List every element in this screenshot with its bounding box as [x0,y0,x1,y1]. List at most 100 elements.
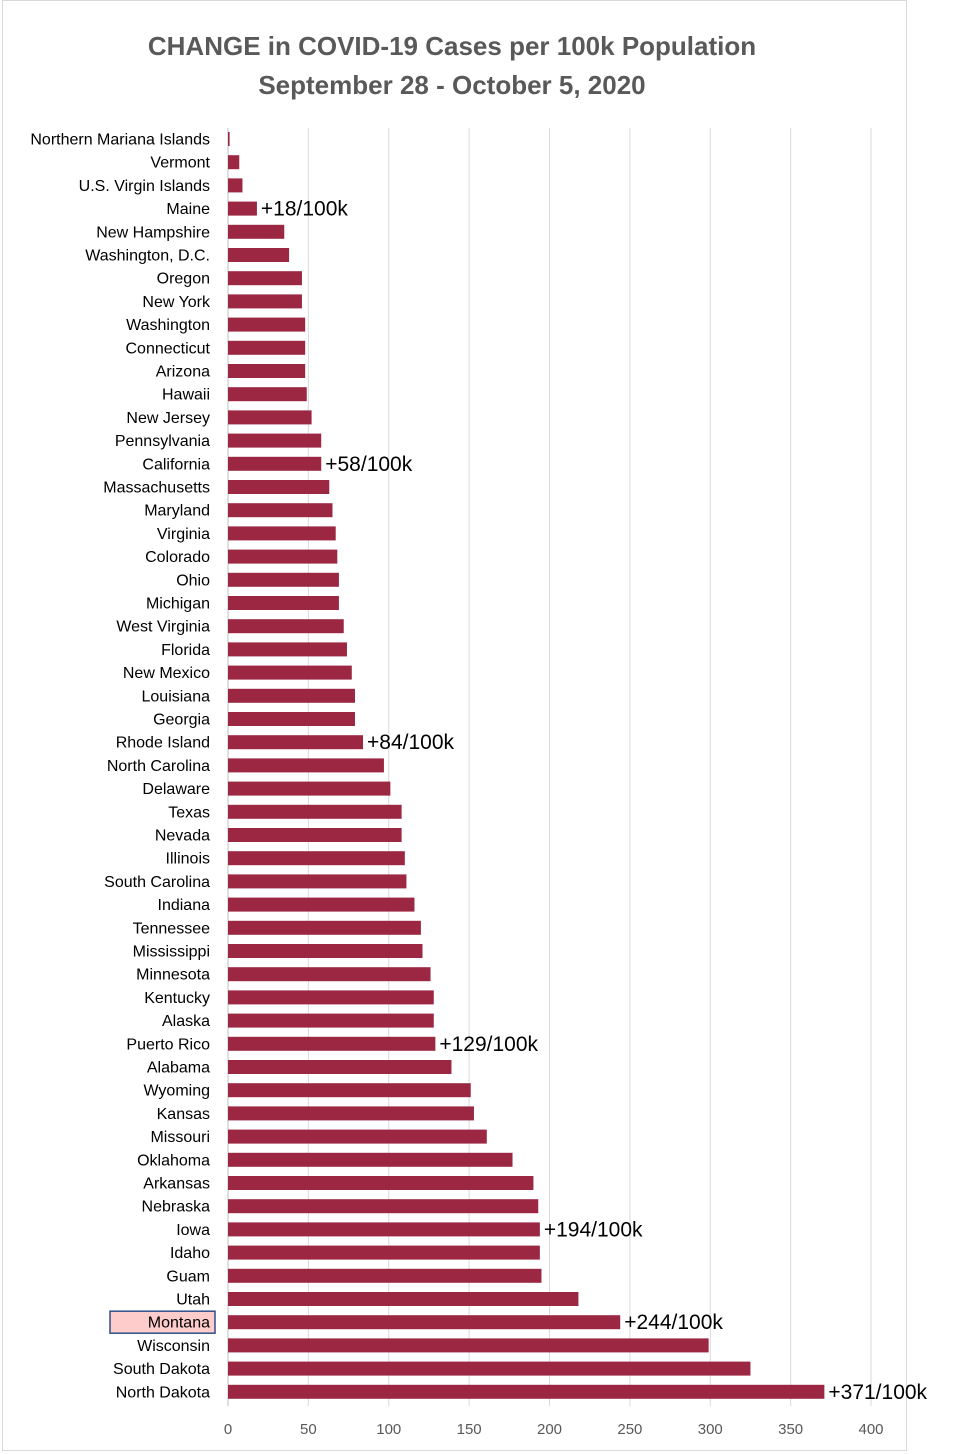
bar [228,1036,436,1051]
data-labels: +18/100k +58/100k +84/100k +129/100k +194/10… [261,198,928,1404]
category-label: Rhode Island [116,735,210,752]
bar [228,271,302,286]
category-label: Vermont [150,155,210,172]
bar [228,990,434,1005]
bar [228,132,230,146]
bar [228,758,384,773]
category-label: West Virginia [116,619,210,636]
bar [228,387,307,402]
bar [228,1060,452,1074]
category-label: New Mexico [123,665,210,682]
bar [228,224,285,239]
category-label: Washington [126,317,210,334]
data-label: +18/100k [261,198,348,221]
bar [228,665,352,680]
bar [228,1245,540,1260]
category-label: Indiana [158,897,211,914]
x-tick-label: 400 [858,1421,883,1438]
category-label: North Dakota [116,1384,210,1401]
data-label: +58/100k [325,453,412,476]
chart-subtitle: September 28 - October 5, 2020 [258,70,645,100]
category-label: Oregon [157,271,210,288]
category-label: Kentucky [144,990,210,1007]
bar [228,944,423,958]
bar [228,1176,534,1190]
category-label: Illinois [166,851,210,868]
bar [228,596,339,610]
category-label: New Hampshire [96,224,210,241]
category-label: Idaho [170,1245,210,1262]
category-label: Northern Mariana Islands [30,132,210,149]
bar [228,688,355,703]
bar [228,1106,474,1121]
bar [228,433,322,448]
category-label: Tennessee [133,920,210,937]
category-label: North Carolina [107,758,210,775]
bar [228,804,402,819]
bar [228,712,355,726]
bar [228,340,306,355]
highlight-layer [109,1310,216,1334]
bar [228,642,347,657]
data-label: +194/100k [544,1218,643,1241]
category-label: Missouri [150,1129,210,1146]
category-label: California [142,456,210,473]
bar [228,1361,751,1376]
bar [228,920,421,935]
category-label: Colorado [145,549,210,566]
category-label: Kansas [157,1106,210,1123]
bar [228,201,257,216]
bar [228,1152,513,1167]
category-label: Pennsylvania [115,433,210,450]
bar [228,1268,542,1283]
x-tick-labels: 0 50 100 150 200 250 300 350 400 [224,1421,884,1438]
bar [228,897,415,912]
category-label: Montana [148,1315,210,1332]
category-label: Massachusetts [103,480,210,497]
x-tick-label: 300 [698,1421,723,1438]
x-tick-label: 350 [778,1421,803,1438]
category-label: Utah [176,1292,210,1309]
bar [228,1083,471,1098]
category-label: Delaware [142,781,210,798]
bar [228,1384,825,1399]
bar [228,874,407,889]
category-labels: Northern Mariana Islands Vermont U.S. Virg… [30,132,211,1402]
bar [228,364,306,378]
bar [228,178,243,193]
bar [228,828,402,842]
category-label: Michigan [146,596,210,613]
category-label: Alabama [147,1060,210,1077]
category-label: Arizona [156,364,210,381]
bar [228,503,333,518]
bar [228,410,312,425]
category-label: Guam [166,1268,210,1285]
bar [228,456,322,471]
bar [228,317,306,332]
category-label: Virginia [157,526,210,543]
category-label: Ohio [176,572,210,589]
category-label: Nevada [155,828,210,845]
bar [228,1315,621,1330]
bar [228,1338,709,1353]
bar [228,1199,539,1214]
data-label: +129/100k [439,1033,538,1056]
category-label: Arkansas [143,1176,210,1193]
bar [228,1222,540,1237]
bar [228,155,240,170]
category-label: Hawaii [162,387,210,404]
category-label: Puerto Rico [126,1036,210,1053]
x-tick-label: 250 [617,1421,642,1438]
category-label: Connecticut [126,340,211,357]
data-label: +371/100k [828,1381,927,1404]
x-tick-label: 200 [537,1421,562,1438]
category-label: New York [142,294,211,311]
bar [228,572,339,587]
category-label: Nebraska [142,1199,211,1216]
bar [228,549,338,564]
category-label: Louisiana [142,688,211,705]
x-tick-label: 100 [376,1421,401,1438]
chart-title: CHANGE in COVID-19 Cases per 100k Popula… [148,31,756,61]
category-label: Wisconsin [137,1338,210,1355]
